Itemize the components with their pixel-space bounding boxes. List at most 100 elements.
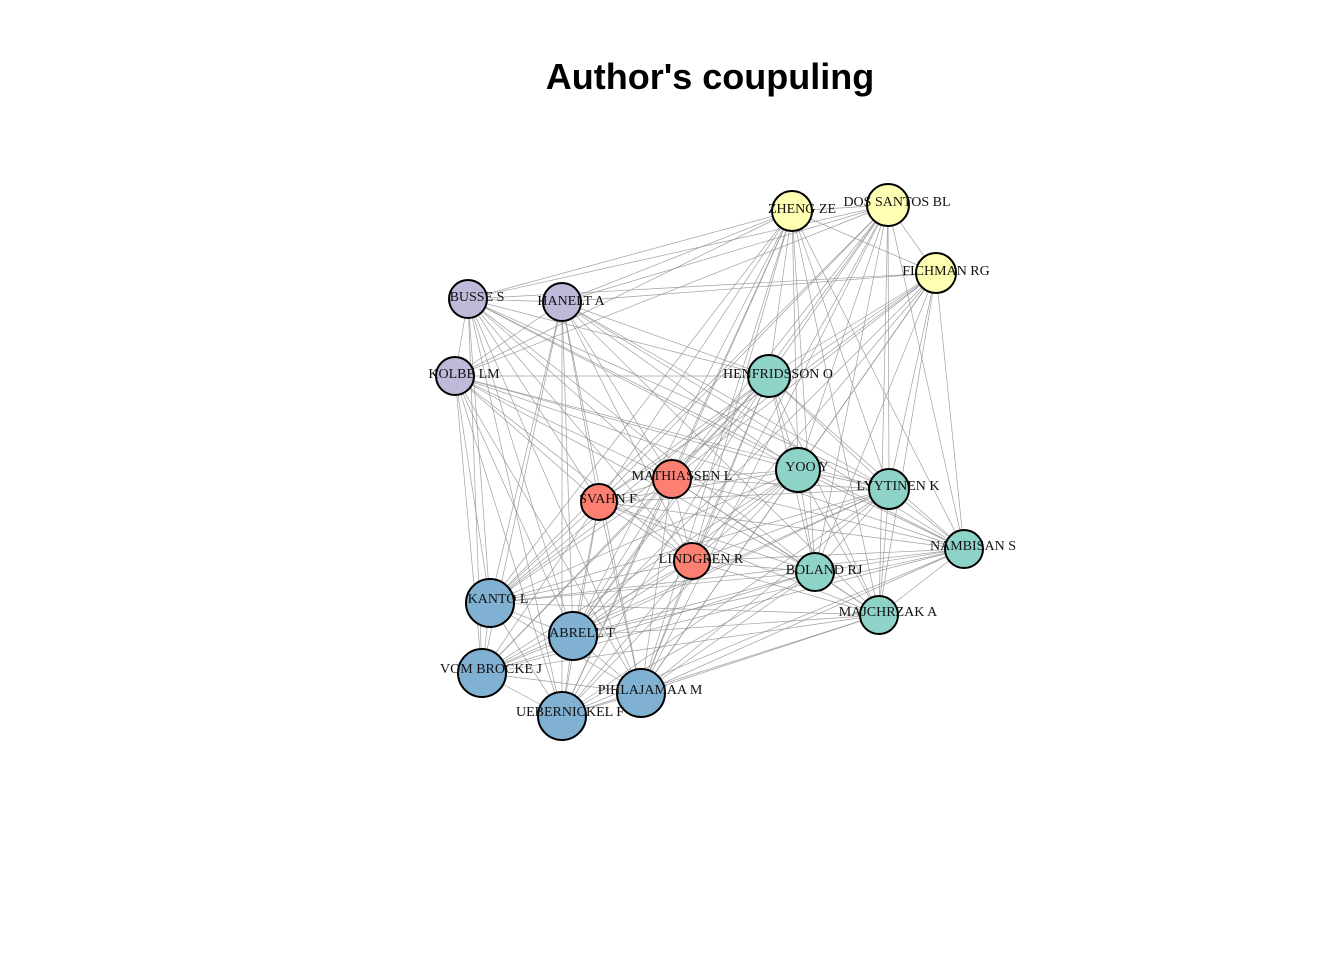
edge-kolbe-nambisan <box>454 375 965 550</box>
edge-nambisan-lindgren <box>691 548 965 562</box>
edge-zheng-lyytinen <box>791 210 890 490</box>
edge-busse-nambisan <box>467 298 965 550</box>
edge-lindgren-kanto <box>489 560 693 604</box>
edge-dossantos-busse <box>467 204 889 300</box>
edge-zheng-majchrzak <box>791 210 880 616</box>
edge-boland-vombrocke <box>481 571 816 674</box>
node-boland <box>795 552 835 592</box>
edge-nambisan-boland <box>814 548 965 573</box>
node-label-dossantos: DOS SANTOS BL <box>843 195 950 210</box>
edge-zheng-kanto <box>489 210 793 604</box>
edge-boland-uebernickel <box>561 571 816 717</box>
edge-dossantos-yoo <box>797 204 889 471</box>
edge-fichman-kanto <box>489 272 937 604</box>
edge-majchrzak-lindgren <box>691 560 880 616</box>
edge-busse-mathiassen <box>467 298 673 480</box>
edge-busse-henfridsson <box>467 298 770 377</box>
node-hanelt <box>542 282 582 322</box>
edge-zheng-svahn <box>598 210 793 503</box>
edge-zheng-pihlajamaa <box>640 210 793 694</box>
edge-hanelt-kolbe <box>454 301 563 377</box>
edge-yoo-kanto <box>489 469 799 604</box>
edge-kolbe-uebernickel <box>454 375 563 717</box>
edge-kolbe-kanto <box>454 375 491 604</box>
edge-henfridsson-pihlajamaa <box>640 375 770 694</box>
node-label-majchrzak: MAJCHRZAK A <box>839 605 938 620</box>
edge-dossantos-mathiassen <box>671 204 889 480</box>
node-label-abrell: ABRELL T <box>549 626 615 641</box>
edge-kolbe-mathiassen <box>454 375 673 480</box>
node-label-kanto: KANTO L <box>468 592 529 607</box>
labels-layer: ZHENG ZE DOS SANTOS BL FICHMAN RG BUSSE S HA… <box>428 195 1016 720</box>
edge-hanelt-lyytinen <box>561 301 890 490</box>
edge-zheng-nambisan <box>791 210 965 550</box>
edge-boland-lindgren <box>691 560 816 573</box>
node-kolbe <box>435 356 475 396</box>
edge-dossantos-kolbe <box>454 204 889 377</box>
node-yoo <box>775 447 821 493</box>
edge-svahn-vombrocke <box>481 501 600 674</box>
edge-busse-lyytinen <box>467 298 890 490</box>
node-label-zheng: ZHENG ZE <box>768 202 836 217</box>
edge-lindgren-uebernickel <box>561 560 693 717</box>
node-label-uebernickel: UEBERNICKEL F <box>516 705 624 720</box>
edge-henfridsson-majchrzak <box>768 375 880 616</box>
node-label-kolbe: KOLBE LM <box>428 367 500 382</box>
edge-mathiassen-pihlajamaa <box>640 478 673 694</box>
node-zheng <box>771 190 813 232</box>
edge-hanelt-kanto <box>489 301 563 604</box>
edge-yoo-lindgren <box>691 469 799 562</box>
edge-boland-abrell <box>572 571 816 637</box>
edge-lyytinen-majchrzak <box>878 488 890 616</box>
node-label-fichman: FICHMAN RG <box>902 264 990 279</box>
edge-busse-kanto <box>467 298 491 604</box>
node-vombrocke <box>457 648 507 698</box>
edge-boland-kanto <box>489 571 816 604</box>
node-label-mathiassen: MATHIASSEN L <box>632 469 733 484</box>
edge-nambisan-mathiassen <box>671 478 965 550</box>
node-mathiassen <box>652 459 692 499</box>
edge-majchrzak-vombrocke <box>481 614 880 674</box>
edge-nambisan-abrell <box>572 548 965 637</box>
edge-kolbe-yoo <box>454 375 799 471</box>
edge-nambisan-pihlajamaa <box>640 548 965 694</box>
edge-mathiassen-abrell <box>572 478 673 637</box>
edge-kolbe-abrell <box>454 375 574 637</box>
edge-yoo-nambisan <box>797 469 965 550</box>
chart-title: Author's coupuling <box>545 56 875 97</box>
edge-hanelt-mathiassen <box>561 301 673 480</box>
edge-fichman-henfridsson <box>768 272 937 377</box>
edge-fichman-mathiassen <box>671 272 937 480</box>
node-nambisan <box>944 529 984 569</box>
edge-boland-svahn <box>598 501 816 573</box>
node-label-svahn: SVAHN F <box>579 492 637 507</box>
edge-majchrzak-abrell <box>572 614 880 637</box>
edge-lyytinen-svahn <box>598 488 890 503</box>
edge-henfridsson-uebernickel <box>561 375 770 717</box>
node-svahn <box>580 483 618 521</box>
edge-zheng-yoo <box>791 210 799 471</box>
edge-fichman-hanelt <box>561 272 937 303</box>
edge-fichman-lindgren <box>691 272 937 562</box>
node-label-yoo: YOO Y <box>785 460 828 475</box>
node-majchrzak <box>859 595 899 635</box>
edge-majchrzak-uebernickel <box>561 614 880 717</box>
edge-nambisan-svahn <box>598 501 965 550</box>
node-label-lindgren: LINDGREN R <box>659 552 744 567</box>
edge-hanelt-henfridsson <box>561 301 770 377</box>
edge-nambisan-kanto <box>489 548 965 604</box>
edge-henfridsson-lyytinen <box>768 375 890 490</box>
edge-dossantos-majchrzak <box>878 204 889 616</box>
edge-henfridsson-svahn <box>598 375 770 503</box>
edges-layer <box>454 204 965 717</box>
edge-dossantos-nambisan <box>887 204 965 550</box>
edge-svahn-pihlajamaa <box>598 501 642 694</box>
edge-henfridsson-nambisan <box>768 375 965 550</box>
node-dossantos <box>866 183 910 227</box>
edge-vombrocke-pihlajamaa <box>481 672 642 694</box>
edge-majchrzak-mathiassen <box>671 478 880 616</box>
edge-zheng-busse <box>467 210 793 300</box>
edge-fichman-boland <box>814 272 937 573</box>
edge-zheng-abrell <box>572 210 793 637</box>
edge-fichman-lyytinen <box>888 272 937 490</box>
